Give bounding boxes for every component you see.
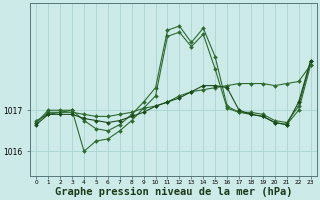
X-axis label: Graphe pression niveau de la mer (hPa): Graphe pression niveau de la mer (hPa)	[55, 186, 292, 197]
